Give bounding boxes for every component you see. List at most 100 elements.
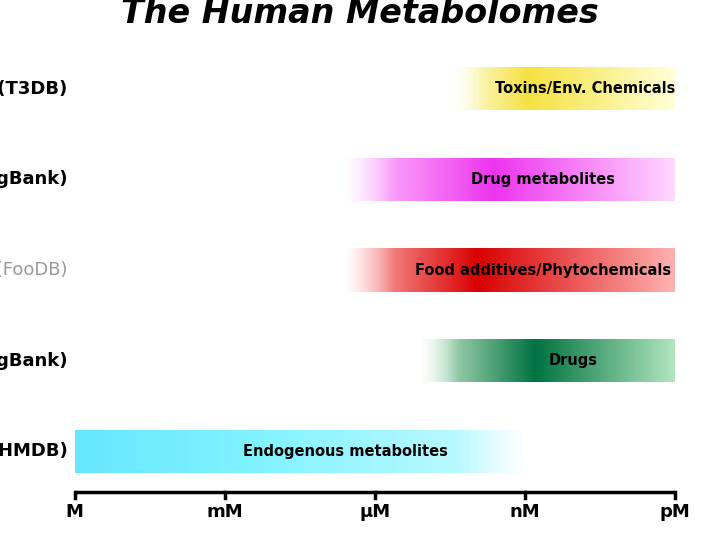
Bar	[164, 429, 165, 473]
Bar	[102, 429, 103, 473]
Text: The Human Metabolomes: The Human Metabolomes	[121, 0, 599, 30]
Text: Drugs: Drugs	[549, 353, 598, 368]
Bar	[81, 429, 82, 473]
Bar	[163, 429, 164, 473]
Bar	[400, 429, 401, 473]
Bar	[252, 429, 253, 473]
Bar	[292, 429, 293, 473]
Bar	[356, 429, 358, 473]
Bar	[320, 429, 322, 473]
Bar	[262, 429, 263, 473]
Bar	[440, 429, 441, 473]
Bar	[200, 429, 201, 473]
Bar	[132, 429, 133, 473]
Bar	[513, 429, 514, 473]
Bar	[337, 429, 338, 473]
Bar	[326, 429, 327, 473]
Bar	[421, 429, 423, 473]
Bar	[354, 429, 355, 473]
Bar	[240, 429, 241, 473]
Bar	[259, 429, 261, 473]
Bar	[428, 429, 429, 473]
Bar	[373, 429, 374, 473]
Bar	[230, 429, 232, 473]
Bar	[133, 429, 134, 473]
Text: nM: nM	[510, 503, 541, 521]
Bar	[420, 429, 422, 473]
Bar	[469, 429, 470, 473]
Bar	[84, 429, 85, 473]
Bar	[97, 429, 98, 473]
Bar	[510, 429, 512, 473]
Bar	[307, 429, 308, 473]
Bar	[344, 429, 345, 473]
Bar	[135, 429, 136, 473]
Bar	[119, 429, 120, 473]
Bar	[367, 429, 369, 473]
Bar	[115, 429, 116, 473]
Bar	[430, 429, 431, 473]
Bar	[209, 429, 210, 473]
Bar	[336, 429, 337, 473]
Bar	[476, 429, 477, 473]
Bar	[489, 429, 490, 473]
Bar	[256, 429, 257, 473]
Bar	[298, 429, 299, 473]
Bar	[258, 429, 259, 473]
Bar	[294, 429, 295, 473]
Bar	[383, 429, 384, 473]
Bar	[188, 429, 189, 473]
Bar	[247, 429, 248, 473]
Bar	[406, 429, 407, 473]
Bar	[98, 429, 99, 473]
Bar	[521, 429, 523, 473]
Bar	[494, 429, 495, 473]
Bar	[78, 429, 79, 473]
Bar	[481, 429, 482, 473]
Bar	[301, 429, 302, 473]
Bar	[127, 429, 128, 473]
Bar	[435, 429, 436, 473]
Bar	[501, 429, 502, 473]
Bar	[179, 429, 180, 473]
Bar	[153, 429, 154, 473]
Bar	[414, 429, 415, 473]
Bar	[282, 429, 283, 473]
Bar	[250, 429, 251, 473]
Bar	[299, 429, 300, 473]
Bar	[366, 429, 367, 473]
Bar	[202, 429, 204, 473]
Bar	[351, 429, 352, 473]
Bar	[212, 429, 214, 473]
Bar	[89, 429, 90, 473]
Bar	[265, 429, 266, 473]
Bar	[263, 429, 264, 473]
Bar	[500, 429, 501, 473]
Bar	[277, 429, 279, 473]
Bar	[417, 429, 418, 473]
Bar	[379, 429, 380, 473]
Bar	[346, 429, 347, 473]
Bar	[310, 429, 311, 473]
Bar	[85, 429, 86, 473]
Bar	[173, 429, 174, 473]
Bar	[365, 429, 366, 473]
Bar	[313, 429, 315, 473]
Bar	[96, 429, 97, 473]
Bar	[349, 429, 351, 473]
Bar	[204, 429, 205, 473]
Bar	[244, 429, 245, 473]
Bar	[353, 429, 354, 473]
Bar	[143, 429, 144, 473]
Bar	[175, 429, 176, 473]
Bar	[261, 429, 262, 473]
Bar	[330, 429, 331, 473]
Bar	[327, 429, 328, 473]
Bar	[311, 429, 312, 473]
Bar	[194, 429, 195, 473]
Bar	[487, 429, 488, 473]
Bar	[241, 429, 243, 473]
Bar	[116, 429, 117, 473]
Bar	[192, 429, 193, 473]
Text: 32500 (FooDB): 32500 (FooDB)	[0, 261, 67, 279]
